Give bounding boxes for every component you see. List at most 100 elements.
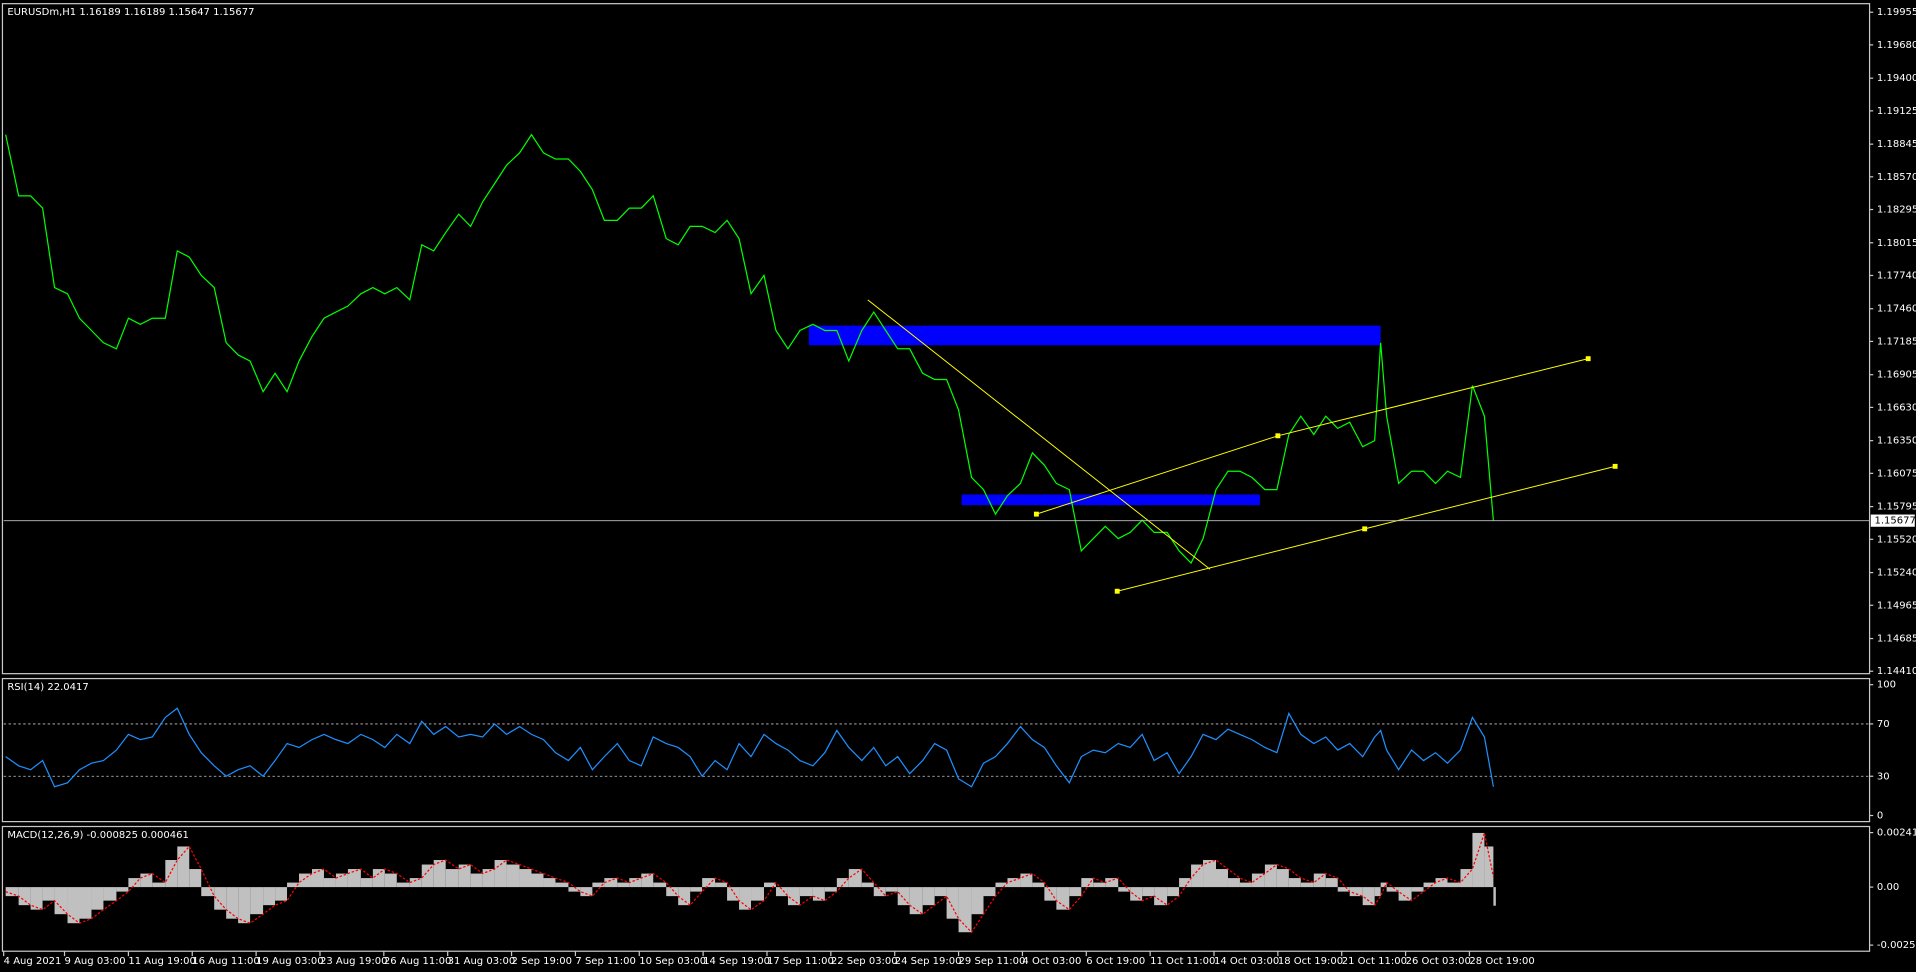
y-tick-label: 1.15240 bbox=[1877, 568, 1916, 579]
histogram-bar bbox=[409, 878, 422, 888]
histogram-bar bbox=[18, 887, 31, 906]
histogram-bar bbox=[250, 887, 264, 915]
histogram-bar bbox=[1288, 878, 1301, 888]
histogram-bar bbox=[1472, 832, 1485, 888]
histogram-bar bbox=[775, 887, 788, 897]
trendline-handle bbox=[1612, 463, 1618, 469]
y-tick-label: 1.19680 bbox=[1877, 40, 1916, 51]
histogram-bar bbox=[1460, 869, 1473, 888]
y-tick-label: 1.19955 bbox=[1877, 7, 1916, 18]
y-tick-label: 1.16630 bbox=[1877, 402, 1916, 413]
histogram-bar bbox=[1216, 869, 1228, 888]
trendline-handle bbox=[1114, 588, 1120, 594]
histogram-bar bbox=[1167, 887, 1180, 897]
y-tick-label: 1.16075 bbox=[1877, 468, 1916, 479]
histogram-bar bbox=[347, 869, 361, 888]
histogram-bar bbox=[555, 882, 569, 888]
histogram-bar bbox=[1313, 873, 1326, 888]
panel-title: MACD(12,26,9) -0.000825 0.000461 bbox=[7, 830, 189, 841]
histogram-bar bbox=[1081, 878, 1094, 888]
histogram-bar bbox=[1411, 887, 1424, 892]
histogram-bar bbox=[751, 887, 764, 901]
price-line bbox=[5, 707, 1494, 788]
histogram-bar bbox=[1032, 882, 1045, 888]
histogram-bar bbox=[458, 864, 471, 888]
x-tick-label: 4 Oct 03:00 bbox=[1022, 956, 1081, 967]
histogram-bar bbox=[1203, 860, 1217, 888]
histogram-bar bbox=[1386, 887, 1399, 892]
histogram-bar bbox=[177, 846, 190, 888]
y-tick-label: 1.18845 bbox=[1877, 139, 1916, 150]
x-tick-label: 23 Aug 19:00 bbox=[320, 956, 388, 967]
histogram-bar bbox=[1130, 887, 1143, 901]
histogram-bar bbox=[384, 873, 397, 888]
price-line bbox=[5, 133, 1495, 565]
x-tick-label: 6 Oct 19:00 bbox=[1086, 956, 1145, 967]
x-tick-label: 17 Sep 11:00 bbox=[767, 956, 834, 967]
x-tick-label: 26 Oct 03:00 bbox=[1406, 956, 1471, 967]
y-tick-label: 1.17740 bbox=[1877, 270, 1916, 281]
histogram-bar bbox=[617, 882, 630, 888]
histogram-bar bbox=[1325, 878, 1338, 888]
histogram-bar bbox=[592, 882, 605, 888]
trendline bbox=[867, 299, 1211, 570]
histogram-bar bbox=[433, 860, 446, 888]
zone bbox=[961, 494, 1260, 506]
histogram-bar bbox=[275, 887, 288, 901]
x-tick-label: 16 Aug 11:00 bbox=[192, 956, 260, 967]
y-tick-label: 1.17185 bbox=[1877, 336, 1916, 347]
histogram-bar bbox=[287, 882, 300, 888]
histogram-bar bbox=[519, 869, 532, 888]
y-tick-label: 30 bbox=[1877, 771, 1890, 782]
histogram-bar bbox=[214, 887, 227, 910]
histogram-bar bbox=[311, 869, 324, 888]
histogram-bar bbox=[666, 887, 679, 897]
panel-title: EURUSDm,H1 1.16189 1.16189 1.15647 1.156… bbox=[7, 7, 254, 18]
last-price-label: 1.15677 bbox=[1874, 516, 1915, 527]
histogram-bar bbox=[226, 887, 239, 919]
histogram-bar bbox=[79, 887, 92, 919]
histogram-bar bbox=[189, 869, 202, 888]
histogram-bar bbox=[396, 882, 410, 888]
y-tick-label: -0.00257 bbox=[1877, 940, 1916, 951]
y-tick-label: 1.19125 bbox=[1877, 106, 1916, 117]
x-tick-label: 10 Sep 03:00 bbox=[639, 956, 706, 967]
y-tick-label: 0.00 bbox=[1877, 882, 1899, 893]
histogram-bar bbox=[67, 887, 80, 924]
histogram-bar bbox=[629, 878, 642, 888]
x-tick-label: 11 Oct 11:00 bbox=[1150, 956, 1215, 967]
histogram-bar bbox=[445, 869, 459, 888]
x-tick-label: 24 Sep 19:00 bbox=[895, 956, 962, 967]
histogram-bar bbox=[1142, 887, 1155, 897]
histogram-bar bbox=[580, 887, 593, 897]
histogram-bar bbox=[739, 887, 752, 910]
histogram-bar bbox=[787, 887, 800, 906]
y-tick-label: 100 bbox=[1877, 680, 1896, 691]
trendline-handle bbox=[1585, 356, 1591, 362]
histogram-bar bbox=[42, 887, 55, 901]
histogram-bar bbox=[690, 887, 703, 892]
x-tick-label: 11 Aug 19:00 bbox=[128, 956, 196, 967]
histogram-bar bbox=[641, 873, 654, 888]
histogram-bar bbox=[30, 887, 43, 910]
histogram-bar bbox=[934, 887, 947, 897]
histogram-bar bbox=[1362, 887, 1375, 906]
x-tick-label: 14 Sep 19:00 bbox=[703, 956, 770, 967]
histogram-bar bbox=[91, 887, 104, 910]
histogram-bar bbox=[1398, 887, 1412, 901]
trendline-handle bbox=[1275, 433, 1281, 439]
histogram-bar bbox=[812, 887, 825, 901]
histogram-bar bbox=[421, 864, 434, 888]
histogram-bar bbox=[531, 873, 544, 888]
histogram-bar bbox=[1179, 878, 1192, 888]
histogram-bar bbox=[885, 887, 898, 892]
histogram-bar bbox=[653, 882, 667, 888]
y-tick-label: 70 bbox=[1877, 719, 1890, 730]
histogram-bar bbox=[238, 887, 251, 924]
histogram-bar bbox=[299, 873, 312, 888]
histogram-bar bbox=[702, 878, 716, 888]
x-tick-label: 9 Aug 03:00 bbox=[65, 956, 126, 967]
panel-frame bbox=[1, 677, 1871, 823]
histogram-bar bbox=[1069, 887, 1082, 897]
